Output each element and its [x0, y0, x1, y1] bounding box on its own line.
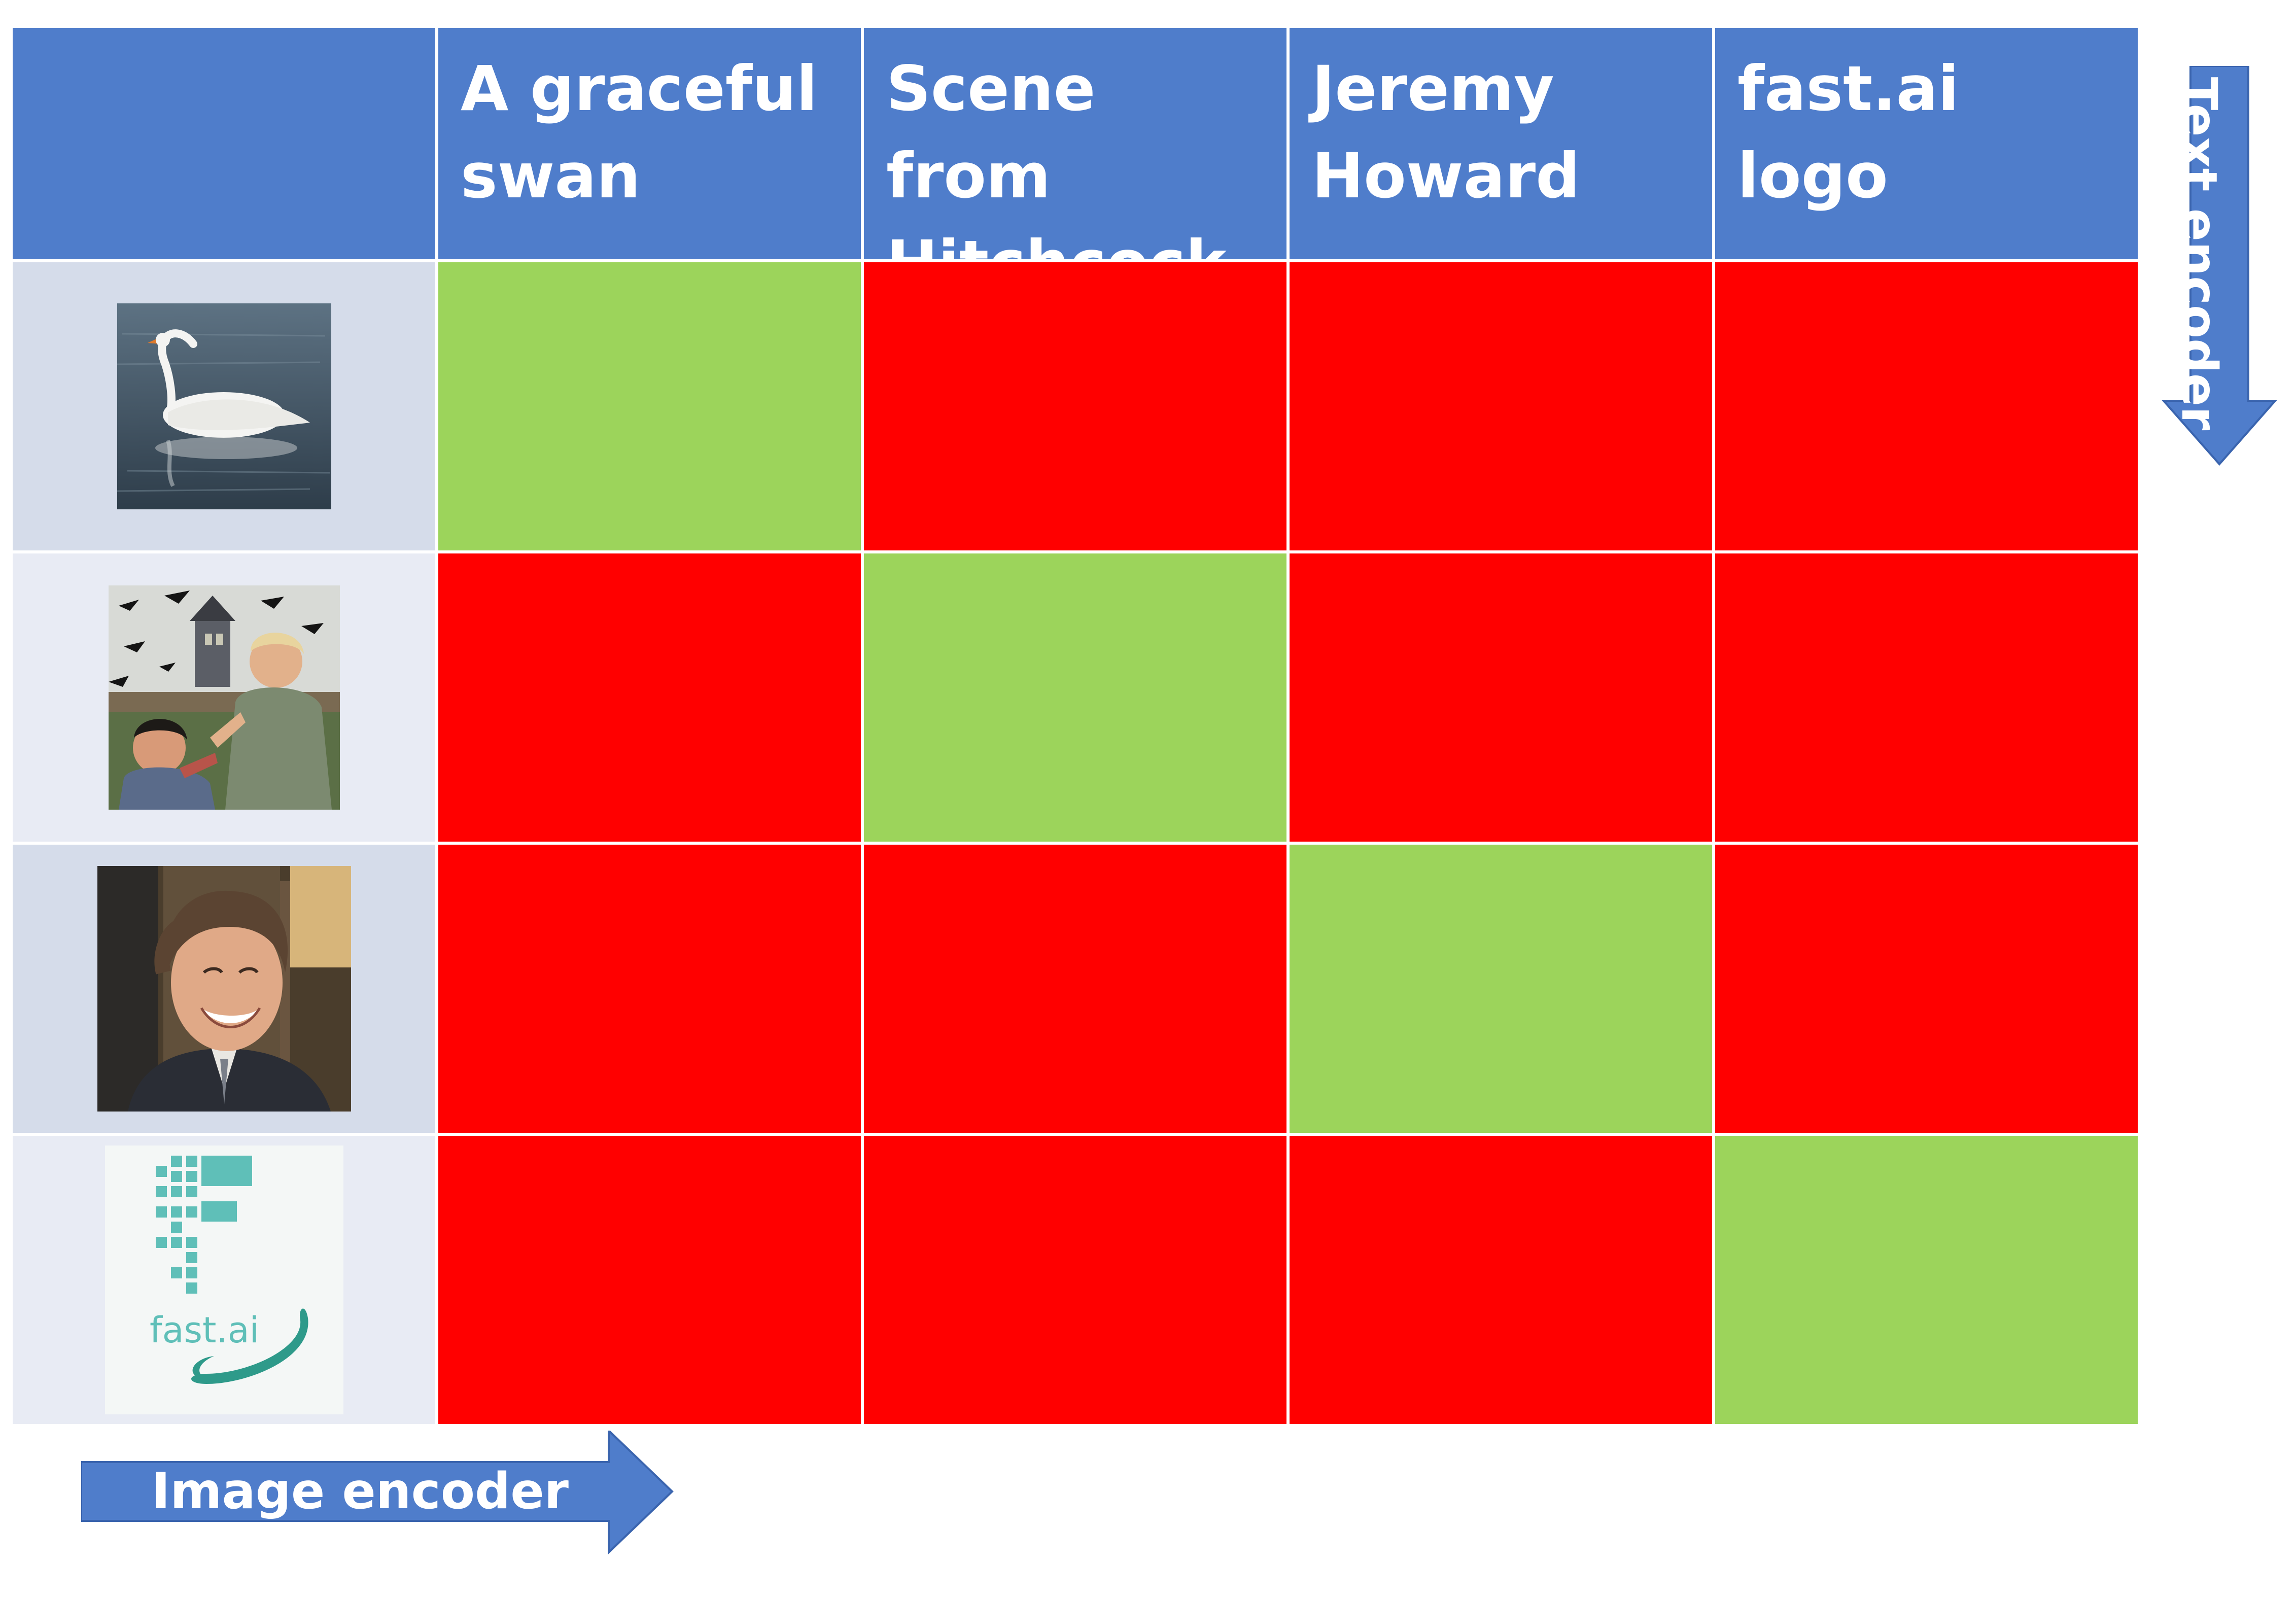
swan-photo [117, 303, 331, 509]
column-header-line1: Scene from [886, 53, 1096, 212]
cell-no-match [438, 845, 861, 1133]
cell-match [1290, 845, 1712, 1133]
row-image-jeremy [13, 845, 435, 1133]
cell-match [1715, 1136, 2138, 1424]
cell-no-match [438, 1136, 861, 1424]
cell-no-match [864, 845, 1286, 1133]
row-image-hitchcock [13, 553, 435, 842]
jeremy-howard-photo [97, 866, 351, 1112]
column-header-swan: A graceful swan [438, 28, 861, 259]
cell-no-match [864, 262, 1286, 550]
cell-no-match [1715, 553, 2138, 842]
cell-no-match [1715, 262, 2138, 550]
cell-no-match [438, 553, 861, 842]
column-header-line2: Howard [1312, 140, 1580, 212]
image-encoder-label: Image encoder [151, 1463, 569, 1520]
cell-no-match [1290, 553, 1712, 842]
fastai-logo: fast.ai [105, 1145, 343, 1414]
text-encoder-label: Text encoder [2171, 77, 2228, 431]
row-image-fastai: fast.ai [13, 1136, 435, 1424]
cell-no-match [864, 1136, 1286, 1424]
cell-no-match [1290, 1136, 1712, 1424]
cell-match [438, 262, 861, 550]
column-header-line2: swan [461, 140, 641, 212]
column-header-hitchcock: Scene from Hitchcock [864, 28, 1286, 259]
column-header-line1: A graceful [461, 53, 818, 125]
column-header-line1: fast.ai logo [1737, 53, 1959, 212]
similarity-matrix: A graceful swan Scene from Hitchcock Jer… [13, 28, 2138, 1424]
column-header-fastai: fast.ai logo [1715, 28, 2138, 259]
header-corner [13, 28, 435, 259]
column-header-line2: Hitchcock [886, 220, 1271, 259]
hitchcock-scene-photo [108, 585, 340, 810]
text-encoder-arrow [2161, 66, 2278, 466]
row-image-swan [13, 262, 435, 550]
column-header-line1: Jeremy [1312, 53, 1554, 125]
image-encoder-arrow [81, 1431, 674, 1555]
column-header-jeremy: Jeremy Howard [1290, 28, 1712, 259]
cell-match [864, 553, 1286, 842]
cell-no-match [1290, 262, 1712, 550]
fastai-logo-wordmark: fast.ai [150, 1309, 259, 1351]
cell-no-match [1715, 845, 2138, 1133]
